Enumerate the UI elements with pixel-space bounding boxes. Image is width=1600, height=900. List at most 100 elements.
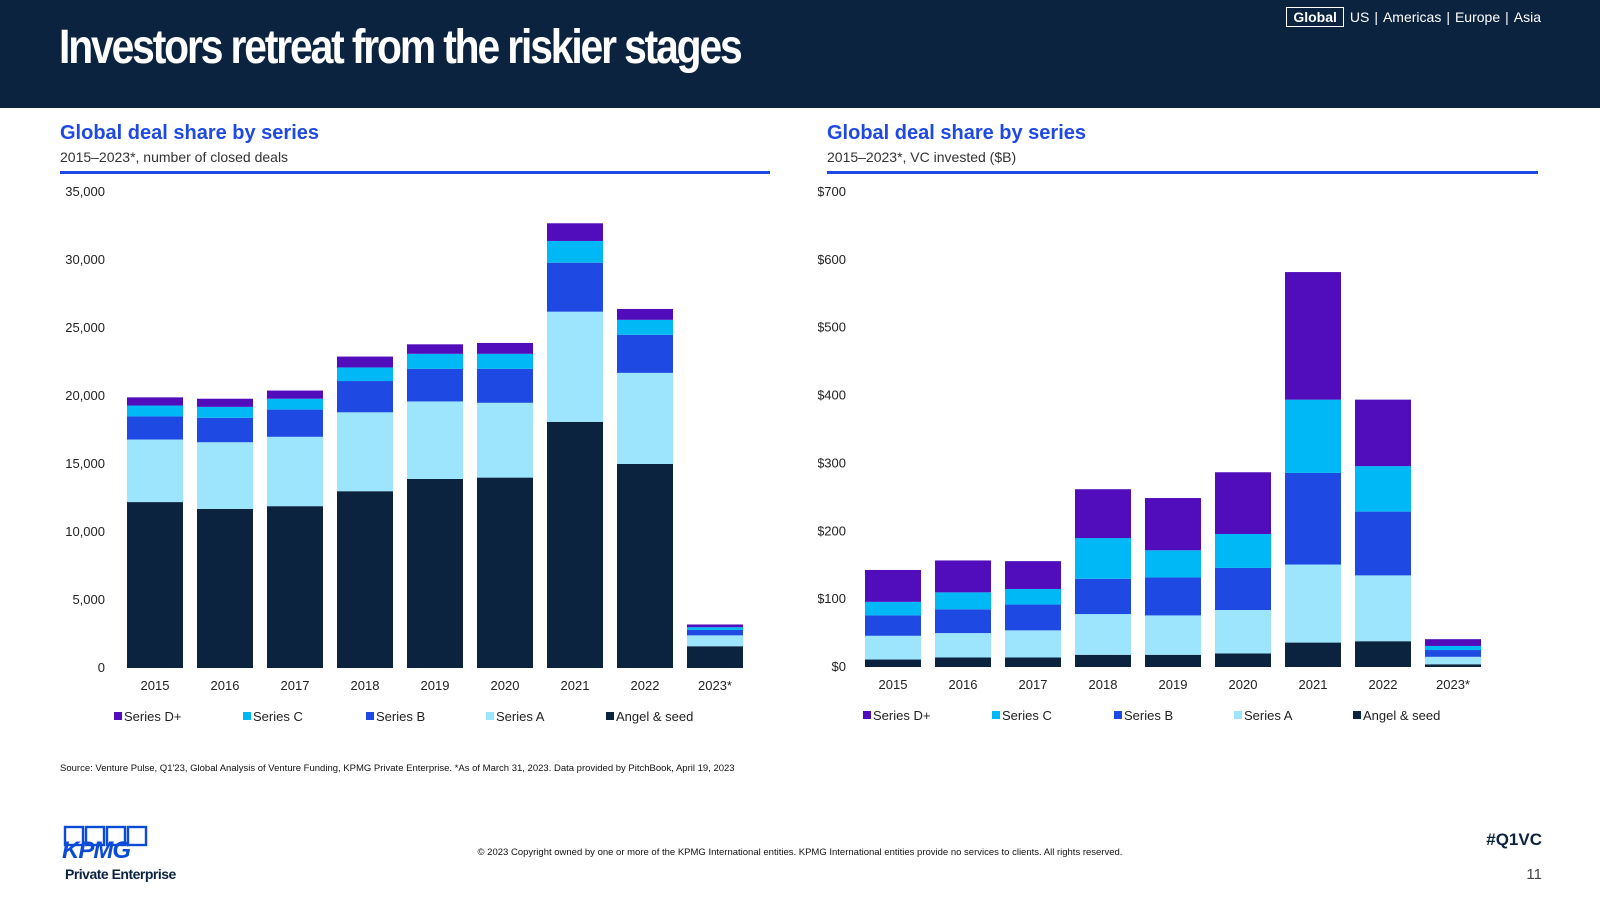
bar-segment-series-a-2021: [1285, 564, 1341, 643]
bar-segment-series-d-2020: [477, 342, 533, 354]
x-tick-label: 2018: [1089, 677, 1118, 692]
bar-segment-angel-seed-2018: [1075, 654, 1131, 667]
page-title: Investors retreat from the riskier stage…: [59, 21, 743, 74]
bar-segment-series-a-2017: [1005, 630, 1061, 658]
bar-segment-series-b-2017: [267, 409, 323, 437]
y-tick-label: $300: [818, 455, 846, 470]
bar-segment-series-d-2018: [337, 356, 393, 368]
bar-segment-series-d-2016: [197, 398, 253, 407]
bar-segment-series-d-2023: [687, 624, 743, 628]
legend-swatch-angel-seed: [1353, 711, 1361, 719]
page-number: 11: [1526, 866, 1542, 883]
bar-segment-series-b-2017: [1005, 604, 1061, 631]
bar-segment-angel-seed-2022: [617, 464, 673, 668]
bar-segment-series-a-2021: [547, 311, 603, 422]
bar-segment-series-b-2023: [1425, 650, 1481, 657]
bar-segment-series-a-2016: [935, 633, 991, 658]
region-separator: |: [1505, 9, 1509, 25]
legend-swatch-series-d: [863, 711, 871, 719]
left-panel-header: Global deal share by series 2015–2023*, …: [60, 121, 319, 166]
bar-segment-series-b-2020: [477, 368, 533, 403]
bar-segment-series-b-2016: [197, 417, 253, 443]
region-tab-us[interactable]: US: [1349, 9, 1370, 25]
bar-segment-angel-seed-2017: [1005, 657, 1061, 667]
bar-segment-angel-seed-2015: [865, 659, 921, 667]
bar-segment-series-c-2023: [1425, 645, 1481, 651]
x-tick-label: 2019: [421, 678, 450, 693]
bar-segment-series-a-2020: [477, 402, 533, 478]
legend-swatch-series-a: [486, 712, 494, 720]
region-separator: |: [1374, 9, 1378, 25]
legend-swatch-series-b: [366, 712, 374, 720]
y-tick-label: $700: [818, 184, 846, 199]
bar-segment-series-d-2015: [865, 569, 921, 602]
region-tab-global[interactable]: Global: [1286, 7, 1344, 27]
legend-label-series-a: Series A: [496, 709, 545, 724]
bar-segment-series-a-2018: [1075, 614, 1131, 655]
bar-segment-series-b-2018: [337, 381, 393, 413]
x-tick-label: 2018: [351, 678, 380, 693]
bar-segment-series-d-2022: [617, 308, 673, 320]
legend-label-angel-seed: Angel & seed: [616, 709, 693, 724]
bar-segment-angel-seed-2019: [407, 478, 463, 668]
x-tick-label: 2022: [631, 678, 660, 693]
right-chart-subtitle: 2015–2023*, VC invested ($B): [827, 149, 1017, 165]
x-tick-label: 2023*: [698, 678, 732, 693]
y-tick-label: $200: [818, 523, 846, 538]
bar-segment-series-d-2019: [1145, 498, 1201, 551]
region-nav: Global US | Americas | Europe | Asia: [1286, 7, 1541, 27]
header-bar: Investors retreat from the riskier stage…: [0, 0, 1600, 108]
bar-segment-series-d-2020: [1215, 472, 1271, 534]
x-tick-label: 2019: [1159, 677, 1188, 692]
bar-segment-series-b-2022: [1355, 511, 1411, 576]
x-tick-label: 2015: [141, 678, 170, 693]
y-tick-label: 25,000: [65, 320, 105, 335]
x-tick-label: 2017: [1019, 677, 1048, 692]
right-chart-title: Global deal share by series: [827, 122, 1087, 144]
bar-segment-series-c-2016: [197, 406, 253, 418]
bar-segment-series-c-2015: [865, 601, 921, 616]
x-tick-label: 2016: [211, 678, 240, 693]
bar-segment-series-b-2019: [1145, 577, 1201, 616]
copyright-notice: © 2023 Copyright owned by one or more of…: [477, 847, 1123, 858]
left-chart-subtitle: 2015–2023*, number of closed deals: [60, 149, 289, 165]
bar-segment-series-a-2016: [197, 442, 253, 509]
legend-label-series-c: Series C: [253, 709, 303, 724]
bar-segment-series-c-2021: [1285, 399, 1341, 473]
legend-swatch-series-c: [992, 711, 1000, 719]
region-separator: |: [1446, 9, 1450, 25]
bar-segment-series-d-2021: [547, 223, 603, 241]
bar-segment-series-d-2019: [407, 344, 463, 354]
y-tick-label: $100: [818, 591, 846, 606]
y-tick-label: 15,000: [65, 456, 105, 471]
bar-segment-series-a-2020: [1215, 610, 1271, 654]
x-tick-label: 2016: [949, 677, 978, 692]
legend-label-series-a: Series A: [1244, 708, 1293, 723]
bar-segment-series-a-2019: [1145, 615, 1201, 655]
right-panel-header: Global deal share by series 2015–2023*, …: [827, 121, 1086, 166]
bar-segment-series-a-2022: [617, 372, 673, 464]
bar-segment-angel-seed-2015: [127, 502, 183, 668]
region-tab-asia[interactable]: Asia: [1513, 9, 1541, 25]
bar-segment-series-d-2023: [1425, 639, 1481, 646]
bar-segment-series-b-2023: [687, 629, 743, 636]
region-tab-europe[interactable]: Europe: [1454, 9, 1501, 25]
bar-segment-angel-seed-2023: [1425, 664, 1481, 667]
legend-swatch-series-c: [243, 712, 251, 720]
logo-text: KPMG: [62, 837, 130, 864]
bar-segment-series-b-2019: [407, 368, 463, 402]
x-tick-label: 2021: [1299, 677, 1328, 692]
bar-segment-series-c-2019: [407, 353, 463, 369]
legend-label-series-d: Series D+: [873, 708, 930, 723]
bar-segment-series-c-2019: [1145, 550, 1201, 578]
x-tick-label: 2020: [491, 678, 520, 693]
bar-segment-series-d-2015: [127, 397, 183, 406]
bar-segment-series-a-2015: [127, 439, 183, 503]
y-tick-label: 0: [98, 660, 105, 675]
region-tab-americas[interactable]: Americas: [1382, 9, 1442, 25]
legend-label-series-b: Series B: [376, 709, 425, 724]
y-tick-label: $400: [818, 388, 846, 403]
y-tick-label: $0: [832, 659, 846, 674]
bar-segment-series-b-2021: [547, 262, 603, 312]
kpmg-logo: KPMG Private Enterprise: [62, 825, 177, 882]
